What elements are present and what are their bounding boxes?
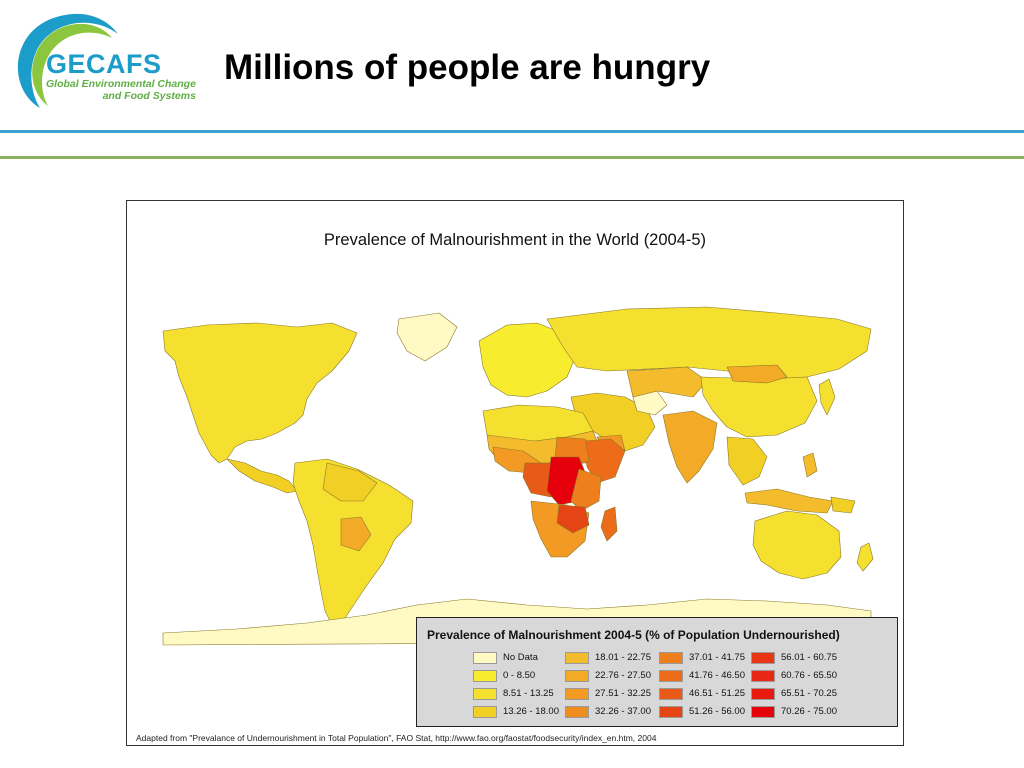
- legend-label: 27.51 - 32.25: [595, 688, 651, 699]
- region-horn-of-africa: [582, 438, 626, 484]
- legend-label: 8.51 - 13.25: [503, 688, 554, 699]
- region-zambia-mozambique: [556, 504, 590, 534]
- gecafs-logo: GECAFS Global Environmental Change and F…: [8, 8, 198, 112]
- legend-label: 51.26 - 56.00: [689, 706, 745, 717]
- legend-swatch: [659, 670, 683, 682]
- legend-title: Prevalence of Malnourishment 2004-5 (% o…: [427, 628, 840, 642]
- legend-swatch: [659, 706, 683, 718]
- legend-label: 70.26 - 75.00: [781, 706, 837, 717]
- legend-swatch: [565, 652, 589, 664]
- page-title: Millions of people are hungry: [224, 48, 711, 87]
- legend-label: 0 - 8.50: [503, 670, 536, 681]
- region-madagascar: [600, 506, 618, 542]
- legend-label: 37.01 - 41.75: [689, 652, 745, 663]
- region-russia: [546, 306, 872, 380]
- region-papua: [830, 496, 856, 514]
- region-bolivia: [340, 516, 372, 552]
- legend-swatch: [659, 688, 683, 700]
- legend-label: 60.76 - 65.50: [781, 670, 837, 681]
- legend-swatch: [659, 652, 683, 664]
- logo-name: GECAFS: [46, 49, 162, 79]
- legend-label: No Data: [503, 652, 538, 663]
- legend-swatch: [751, 670, 775, 682]
- region-australia: [752, 510, 842, 580]
- legend-swatch: [565, 706, 589, 718]
- legend-label: 46.51 - 51.25: [689, 688, 745, 699]
- legend-swatch: [751, 688, 775, 700]
- world-map: [162, 306, 874, 646]
- legend-label: 65.51 - 70.25: [781, 688, 837, 699]
- region-china: [700, 376, 818, 438]
- legend-label: 13.26 - 18.00: [503, 706, 559, 717]
- source-note: Adapted from "Prevalance of Undernourish…: [136, 733, 657, 743]
- legend-swatch: [565, 670, 589, 682]
- region-philippines: [802, 452, 818, 478]
- region-southeast-asia: [726, 436, 768, 486]
- map-figure: Prevalence of Malnourishment in the Worl…: [126, 200, 904, 746]
- map-title: Prevalence of Malnourishment in the Worl…: [323, 231, 707, 249]
- logo-swoosh-icon: [17, 13, 119, 109]
- legend-label: 32.26 - 37.00: [595, 706, 651, 717]
- map-legend: Prevalence of Malnourishment 2004-5 (% o…: [416, 617, 898, 727]
- region-central-asia: [626, 366, 708, 398]
- legend-swatch: [751, 652, 775, 664]
- legend-label: 22.76 - 27.50: [595, 670, 651, 681]
- region-korea-japan: [818, 378, 836, 416]
- legend-swatch: [473, 670, 497, 682]
- region-indonesia: [744, 488, 834, 514]
- legend-label: 18.01 - 22.75: [595, 652, 651, 663]
- legend-swatch: [565, 688, 589, 700]
- region-north-america: [162, 322, 358, 464]
- legend-swatch: [473, 652, 497, 664]
- region-central-america: [226, 458, 298, 494]
- logo-tagline-1: Global Environmental Change: [46, 78, 196, 90]
- legend-label: 41.76 - 46.50: [689, 670, 745, 681]
- region-india: [662, 410, 718, 484]
- logo-tagline-2: and Food Systems: [102, 90, 196, 102]
- region-south-america-north: [322, 462, 378, 502]
- region-greenland: [396, 312, 458, 362]
- header-divider-blue: [0, 130, 1024, 133]
- region-europe: [478, 322, 578, 398]
- region-new-zealand: [856, 542, 874, 572]
- legend-swatch: [751, 706, 775, 718]
- region-east-africa: [570, 468, 602, 512]
- region-mongolia: [726, 364, 788, 384]
- legend-swatch: [473, 706, 497, 718]
- legend-label: 56.01 - 60.75: [781, 652, 837, 663]
- header-divider-green: [0, 156, 1024, 159]
- logo-text: GECAFS Global Environmental Change and F…: [46, 50, 196, 102]
- legend-swatch: [473, 688, 497, 700]
